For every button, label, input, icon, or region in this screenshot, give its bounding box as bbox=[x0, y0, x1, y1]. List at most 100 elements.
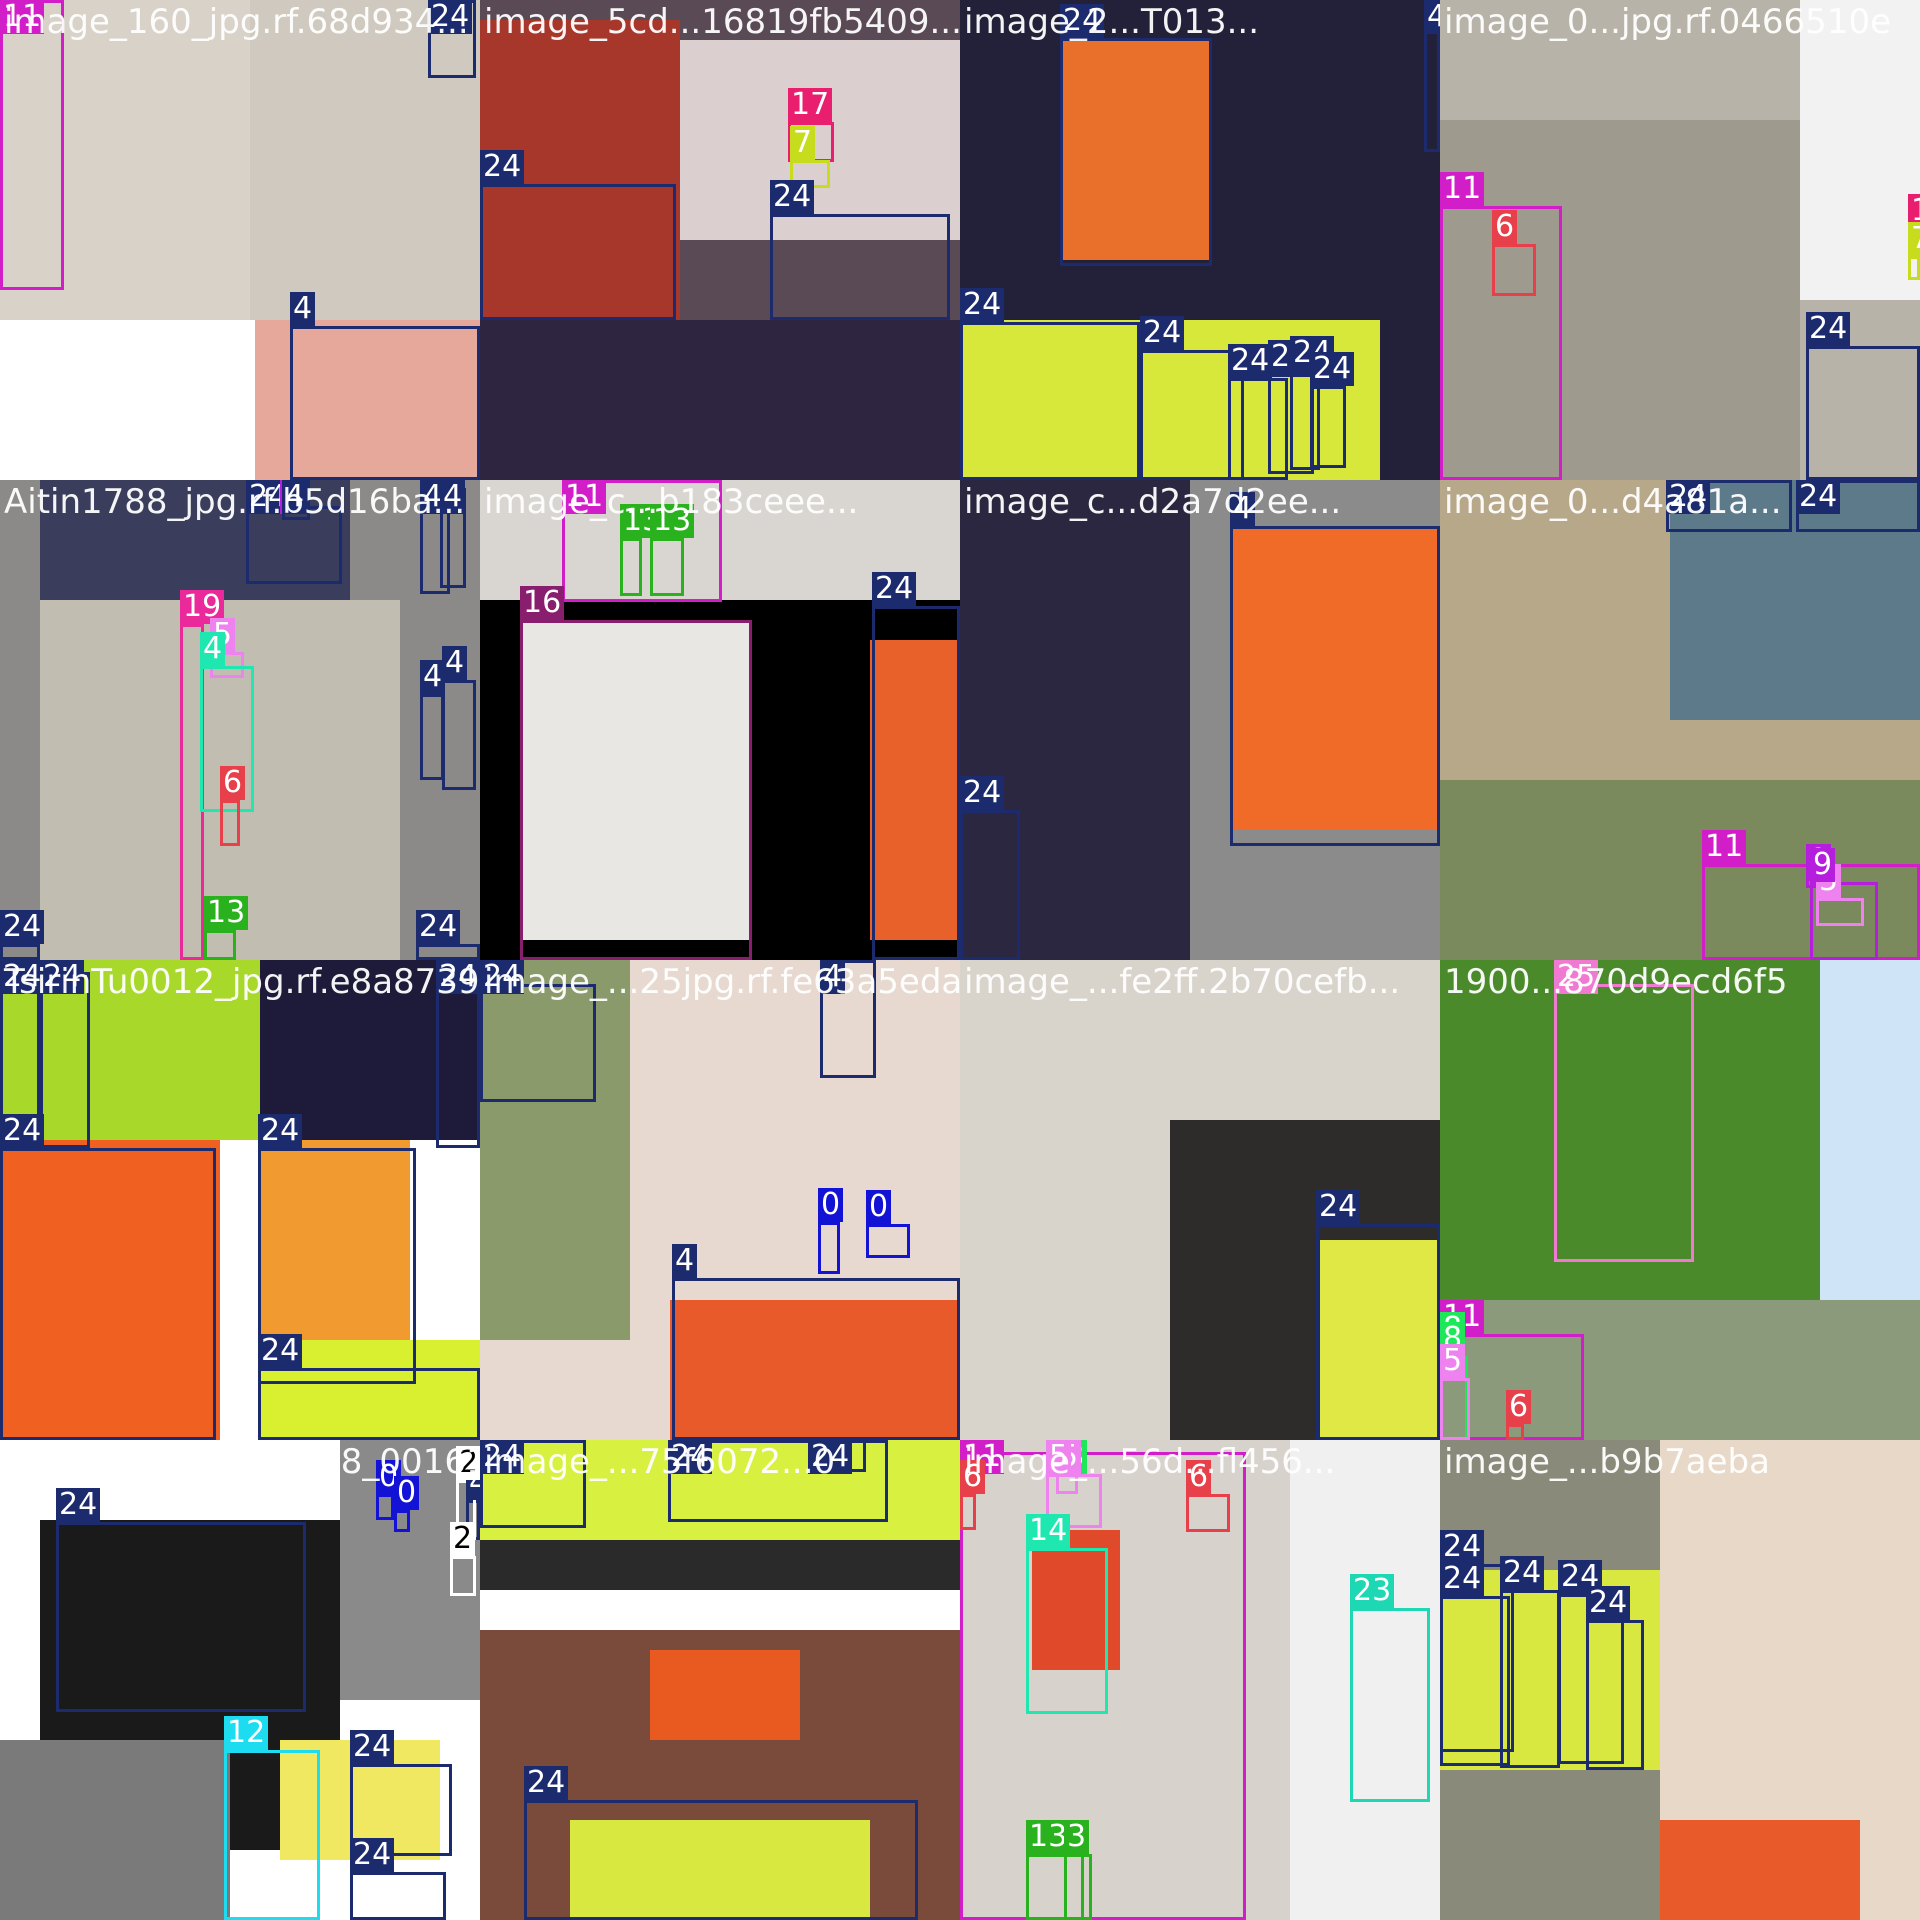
bbox bbox=[1586, 1620, 1644, 1770]
bbox-class-label: 4 bbox=[290, 292, 316, 326]
tile-filename-caption: image_0...d4a81a... bbox=[1444, 482, 1782, 522]
bbox-class-label: 24 bbox=[1310, 352, 1355, 386]
bbox-class-label: 4 bbox=[440, 480, 466, 514]
bbox bbox=[450, 1556, 476, 1596]
bbox-class-label: 24 bbox=[1558, 1560, 1603, 1594]
bbox-class-label: 6 bbox=[1492, 210, 1518, 244]
bbox-class-label: 7 bbox=[1908, 222, 1920, 256]
bbox-class-label: 24 bbox=[1586, 1586, 1631, 1620]
bbox-class-label: 16 bbox=[520, 586, 565, 620]
bbox-class-label: 2 bbox=[456, 1446, 480, 1480]
image-region bbox=[1290, 1440, 1440, 1920]
bbox bbox=[480, 184, 676, 320]
bbox-class-label: 4 bbox=[442, 646, 468, 680]
bbox-class-label: 24 bbox=[1440, 1562, 1485, 1596]
bbox-class-label: 4 bbox=[200, 632, 226, 666]
image-region bbox=[480, 320, 960, 480]
image-region bbox=[1800, 0, 1920, 300]
image-region bbox=[480, 1440, 960, 1540]
bbox bbox=[650, 538, 684, 596]
mosaic-tile: 4 24 image_c...d2a7d2ee... bbox=[960, 480, 1440, 960]
bbox-class-label: 24 bbox=[258, 1334, 303, 1368]
bbox bbox=[376, 1494, 394, 1520]
bbox-class-label: 14 bbox=[1026, 1514, 1071, 1548]
image-region bbox=[480, 960, 630, 1340]
bbox-class-label: 13 bbox=[650, 504, 695, 538]
image-region bbox=[1660, 1820, 1860, 1920]
image-region bbox=[0, 320, 255, 480]
bbox bbox=[1908, 256, 1920, 280]
bbox-class-label: 4 bbox=[820, 960, 846, 994]
bbox-class-label: 17 bbox=[788, 88, 833, 122]
tile-filename-caption: image_2...T013... bbox=[964, 2, 1260, 42]
bbox-class-label: 24 bbox=[258, 1114, 303, 1148]
bbox-class-label: 24 bbox=[808, 1440, 853, 1474]
bbox-class-label: 24 bbox=[480, 150, 525, 184]
bbox bbox=[1230, 526, 1440, 846]
bbox bbox=[480, 1440, 586, 1528]
bbox-class-label: 24 bbox=[480, 960, 525, 994]
bbox bbox=[1060, 38, 1212, 266]
bbox-class-label: 24 bbox=[872, 572, 917, 606]
bbox bbox=[1500, 1590, 1560, 1768]
bbox bbox=[960, 322, 1140, 480]
bbox bbox=[1140, 350, 1244, 480]
tile-filename-caption: KakaoTalk_20221018_00161... bbox=[4, 1442, 480, 1482]
bbox-class-label: 4 bbox=[1424, 0, 1440, 34]
bbox bbox=[1506, 1424, 1524, 1440]
bbox bbox=[0, 0, 64, 290]
bbox-class-label: 24 bbox=[524, 1766, 569, 1800]
bbox bbox=[866, 1224, 910, 1258]
bbox bbox=[1316, 1224, 1440, 1440]
bbox bbox=[0, 944, 40, 960]
bbox-class-label: 0 bbox=[376, 1460, 402, 1494]
tile-filename-caption: 1900...870d9ecd6f5 bbox=[1444, 962, 1788, 1002]
mosaic-tile: 24 0 0 4 2 2 12 24 24 KakaoTalk_20221018_00161... bbox=[0, 1440, 480, 1920]
bbox bbox=[960, 1494, 976, 1530]
bbox-class-label: 4 bbox=[672, 1244, 698, 1278]
bbox bbox=[960, 810, 1020, 960]
image-region bbox=[1060, 40, 1210, 260]
bbox-class-label: 24 bbox=[428, 0, 473, 34]
bbox-class-label: 3 bbox=[1064, 1820, 1090, 1854]
mosaic-tile: 11855661423133image_...56d...fl456... bbox=[960, 1440, 1440, 1920]
bbox bbox=[224, 1750, 320, 1920]
bbox bbox=[1026, 1548, 1108, 1714]
bbox-class-label: 24 bbox=[1666, 480, 1711, 514]
bbox bbox=[258, 1148, 416, 1384]
bbox-class-label: 24 bbox=[1806, 312, 1851, 346]
tile-filename-caption: image_c...d2a7d2ee... bbox=[964, 482, 1342, 522]
tile-filename-caption: TsirinTu0012_jpg.rf.e8a8739... bbox=[4, 962, 480, 1002]
mosaic-tile: 2494195461344442424Aitin1788_jpg.rf.b5d1… bbox=[0, 480, 480, 960]
mosaic-tile: 24 4 0 0 4 image_...25jpg.rf.fe63a5eda... bbox=[480, 960, 960, 1440]
bbox-class-label: 24 bbox=[668, 1440, 713, 1474]
bbox-class-label: 12 bbox=[224, 1716, 269, 1750]
image-region bbox=[260, 1140, 410, 1340]
bbox-class-label: 24 bbox=[1500, 1556, 1545, 1590]
bbox-class-label: 4 bbox=[1230, 492, 1256, 526]
bbox bbox=[820, 960, 876, 1078]
image-region bbox=[0, 1740, 230, 1920]
mosaic-tile: 251188561900...870d9ecd6f5 bbox=[1440, 960, 1920, 1440]
mosaic-tile: 244242424242424image_2...T013... bbox=[960, 0, 1440, 480]
image-region bbox=[0, 0, 250, 320]
bbox bbox=[442, 680, 476, 790]
bbox bbox=[1186, 1494, 1230, 1532]
bbox bbox=[872, 606, 960, 960]
bbox-class-label: 24 bbox=[770, 180, 815, 214]
bbox-class-label: 6 bbox=[220, 766, 246, 800]
bbox bbox=[1440, 1378, 1470, 1440]
mosaic-tile: 116 177 24 image_0...jpg.rf.0466510e bbox=[1440, 0, 1920, 480]
image-region bbox=[670, 1300, 960, 1440]
mosaic-tile: 11 13 13 16 24 image_c...b183ceee... bbox=[480, 480, 960, 960]
image-region bbox=[1820, 960, 1920, 1300]
bbox-class-label: 24 bbox=[56, 1488, 101, 1522]
bbox-class-label: 11 bbox=[0, 0, 45, 34]
bbox-class-label: 24 bbox=[960, 776, 1005, 810]
bbox-class-label: 25 bbox=[1554, 960, 1599, 994]
bbox bbox=[480, 984, 596, 1102]
bbox bbox=[524, 1800, 918, 1920]
bbox bbox=[1806, 346, 1920, 480]
bbox-class-label: 24 bbox=[40, 960, 85, 994]
bbox-class-label: 11 bbox=[1440, 172, 1485, 206]
